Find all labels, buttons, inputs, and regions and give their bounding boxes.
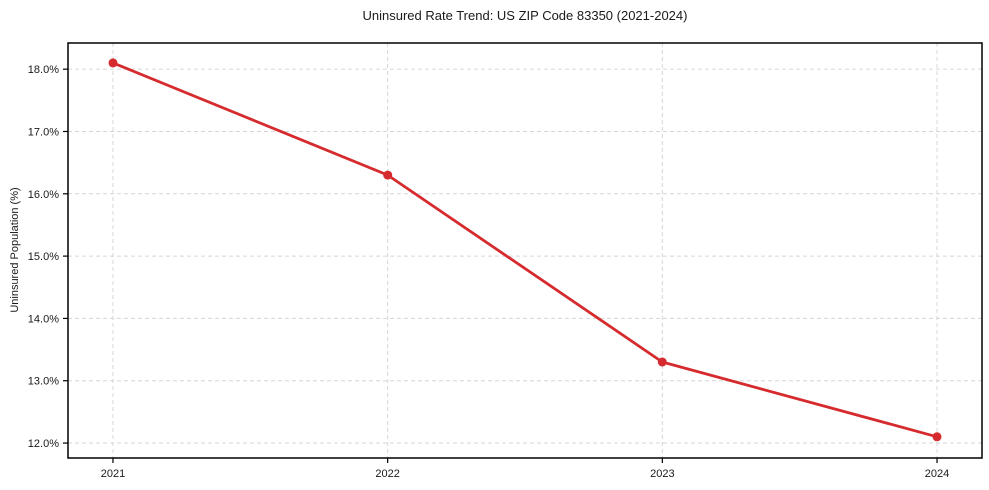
y-tick-label: 14.0% xyxy=(28,313,59,325)
y-tick-label: 15.0% xyxy=(28,251,59,263)
plot-border xyxy=(67,42,983,459)
x-tick-label: 2024 xyxy=(925,468,949,480)
data-point xyxy=(932,432,942,442)
x-tick-label: 2021 xyxy=(101,468,125,480)
y-tick-label: 13.0% xyxy=(28,376,59,388)
y-tick-label: 12.0% xyxy=(28,438,59,450)
y-tick-label: 17.0% xyxy=(28,126,59,138)
x-tick-label: 2023 xyxy=(650,468,674,480)
x-tick-label: 2022 xyxy=(375,468,399,480)
data-point xyxy=(108,58,118,68)
trend-line xyxy=(111,61,939,439)
y-tick-label: 16.0% xyxy=(28,189,59,201)
data-point xyxy=(657,357,667,367)
data-point xyxy=(383,170,393,180)
y-tick-label: 18.0% xyxy=(28,64,59,76)
chart-title: Uninsured Rate Trend: US ZIP Code 83350 … xyxy=(362,8,688,23)
